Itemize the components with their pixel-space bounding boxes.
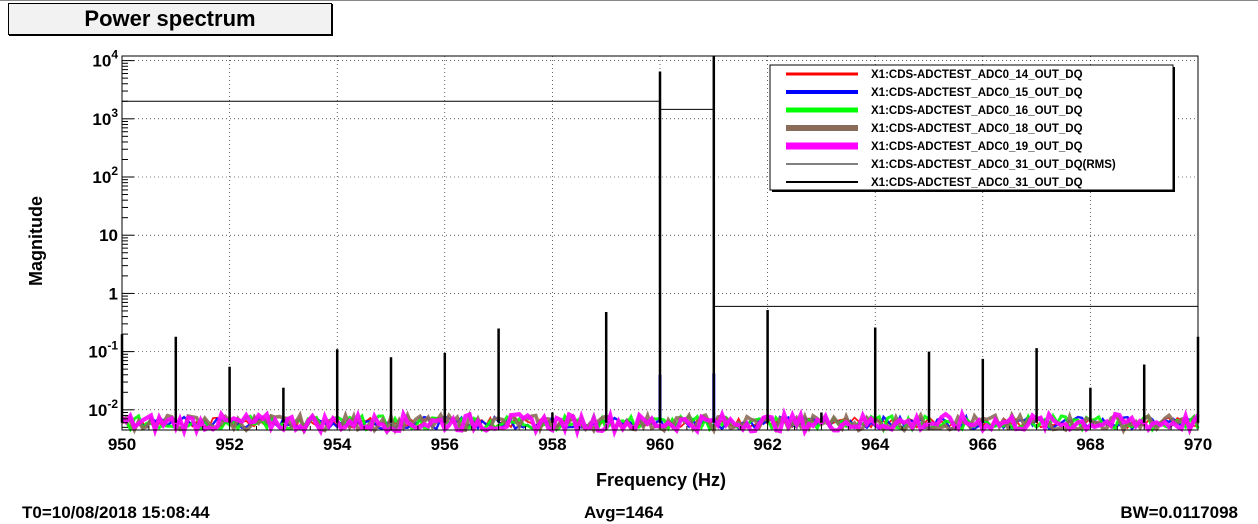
- x-tick-label: 960: [646, 435, 674, 454]
- axis-ticks: 950 952 954 956 958 960 962 964 966 968 970 10-2 10-…: [88, 48, 1212, 454]
- x-tick-label: 956: [431, 435, 459, 454]
- y-tick-label: 10: [99, 226, 118, 245]
- y-tick-label: 1: [109, 284, 118, 303]
- x-tick-label: 958: [538, 435, 566, 454]
- legend-label: X1:CDS-ADCTEST_ADC0_19_OUT_DQ: [871, 141, 1083, 153]
- x-tick-label: 968: [1076, 435, 1104, 454]
- x-tick-label: 964: [861, 435, 890, 454]
- footer-avg: Avg=1464: [584, 503, 664, 522]
- x-tick-label: 970: [1184, 435, 1212, 454]
- x-tick-label: 954: [323, 435, 352, 454]
- x-tick-label: 952: [215, 435, 243, 454]
- x-axis-label: Frequency (Hz): [596, 470, 726, 490]
- x-tick-label: 966: [969, 435, 997, 454]
- legend-label: X1:CDS-ADCTEST_ADC0_31_OUT_DQ: [871, 177, 1083, 189]
- y-tick-label: 104: [92, 48, 118, 71]
- legend-label: X1:CDS-ADCTEST_ADC0_18_OUT_DQ: [871, 123, 1083, 135]
- y-tick-label: 10-1: [88, 339, 118, 362]
- y-tick-label: 103: [92, 106, 118, 129]
- footer-bw: BW=0.0117098: [1120, 503, 1238, 522]
- x-tick-label: 962: [753, 435, 781, 454]
- legend: X1:CDS-ADCTEST_ADC0_14_OUT_DQ X1:CDS-ADCT…: [769, 64, 1175, 192]
- footer-t0: T0=10/08/2018 15:08:44: [22, 503, 210, 522]
- top-border: [0, 0, 1258, 1]
- legend-label: X1:CDS-ADCTEST_ADC0_15_OUT_DQ: [871, 87, 1083, 99]
- x-tick-label: 950: [108, 435, 136, 454]
- y-tick-label: 102: [92, 164, 118, 187]
- legend-label: X1:CDS-ADCTEST_ADC0_16_OUT_DQ: [871, 105, 1083, 117]
- rms-step-line: [122, 100, 1198, 307]
- legend-label: X1:CDS-ADCTEST_ADC0_14_OUT_DQ: [871, 69, 1083, 81]
- y-tick-label: 10-2: [88, 397, 118, 420]
- chart-title: Power spectrum: [8, 3, 332, 35]
- y-axis-label: Magnitude: [26, 196, 46, 286]
- legend-label: X1:CDS-ADCTEST_ADC0_31_OUT_DQ(RMS): [871, 159, 1116, 171]
